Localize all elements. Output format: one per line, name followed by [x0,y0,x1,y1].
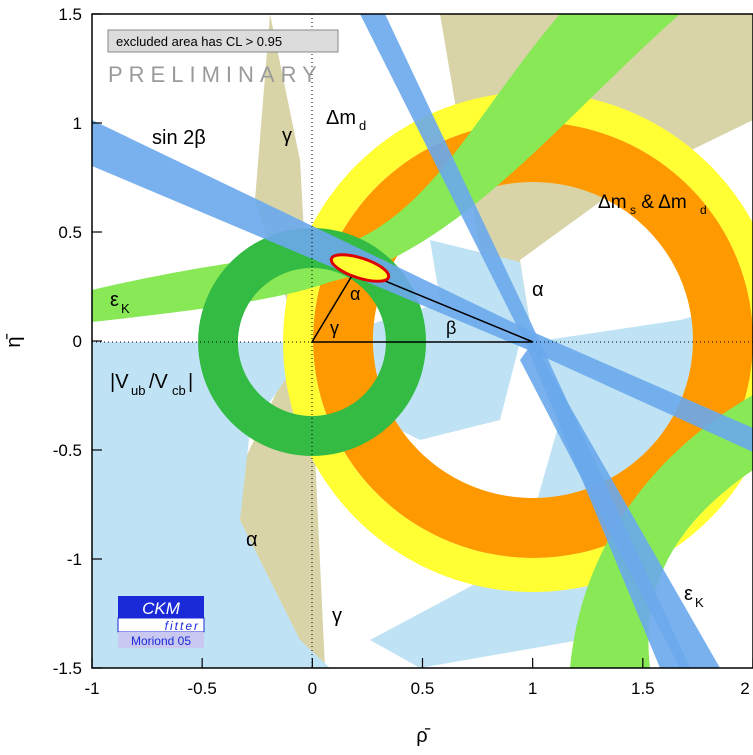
x-tick-label: 2 [740,679,749,698]
y-axis-label: η̄ [3,333,25,347]
x-axis-ticks: -1 -0.5 0 0.5 1 1.5 2 [84,658,753,698]
ckmfitter-logo: CKM fitter Moriond 05 [117,596,205,648]
alpha-region-left [92,342,330,668]
y-tick-label: 1.5 [58,5,82,24]
epsk-left-sub: K [121,301,130,316]
dmd-label-base: Δm [326,107,356,129]
dmd-label: Δm d [326,107,366,133]
vub-sub2: cb [172,383,186,398]
epsk-right-base: ε [684,583,693,605]
alpha-label-left: α [246,529,258,551]
plot-area [92,14,753,668]
epsk-left-base: ε [110,289,119,311]
preliminary-watermark: PRELIMINARY [108,62,323,87]
x-tick-label: -1 [84,679,99,698]
unitarity-triangle [310,268,534,343]
dms-label-mid: & Δm [636,192,687,213]
beta-label-triangle: β [446,318,456,338]
x-axis-label: ρ̄ [416,725,430,747]
gamma-label-top: γ [282,125,292,147]
logo-bottom-bar [118,632,204,648]
epsk-band-top [92,14,680,322]
logo-moriond: Moriond 05 [131,634,191,648]
dms-label-sub1: s [630,203,636,217]
alpha-label-right: α [532,279,544,301]
legend-box [107,29,339,53]
alpha-label-triangle: α [350,284,360,304]
gamma-region [200,14,325,668]
y-tick-label: -1 [67,550,82,569]
dms-label-base: Δm [598,192,627,213]
y-tick-label: -1.5 [53,659,82,678]
x-tick-label: 1 [528,679,537,698]
dmd-label-sub: d [359,118,366,133]
vub-sub1: ub [131,383,145,398]
x-tick-label: 0 [308,679,317,698]
y-axis-ticks: -1.5 -1 -0.5 0 0.5 1 1.5 [53,5,102,678]
y-tick-label: -0.5 [53,441,82,460]
legend-text: excluded area has CL > 0.95 [116,34,282,49]
logo-fitter: fitter [165,619,200,633]
epsk-right-sub: K [695,595,704,610]
alpha-region-right [370,240,753,668]
epsk-label-right: ε K [684,583,704,610]
vub-1: |V [110,371,129,393]
dms-label-sub2: d [700,203,707,217]
logo-top-bar [118,596,204,618]
y-tick-label: 0.5 [58,223,82,242]
apex-ellipse [329,253,391,283]
logo-ckm: CKM [142,599,181,618]
x-tick-label: -0.5 [188,679,217,698]
sin2b-band [92,120,753,452]
y-tick-label: 1 [73,114,82,133]
sin2b-label: sin 2β [152,127,206,149]
x-tick-label: 1.5 [631,679,655,698]
alpha-steep-band [360,14,690,668]
y-tick-label: 0 [73,332,82,351]
gamma-label-triangle: γ [330,318,339,338]
epsk-label-left: ε K [110,289,130,316]
vub-3: | [188,371,193,393]
vub-2: /V [149,371,169,393]
gamma-label-bottom: γ [332,605,342,627]
dms-label: Δm s & Δm d [598,192,707,217]
vub-label: |V ub /V cb | [110,371,193,398]
x-tick-label: 0.5 [411,679,435,698]
vub-ring [198,228,427,456]
epsk-band-bottom [570,395,753,668]
